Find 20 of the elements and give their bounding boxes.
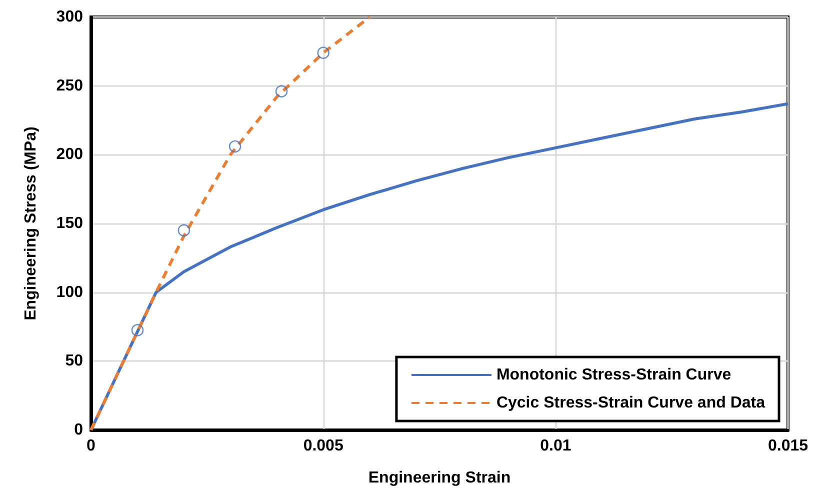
point xyxy=(228,140,242,153)
x-tick-label: 0 xyxy=(86,438,96,454)
point xyxy=(178,224,190,237)
point xyxy=(317,46,330,59)
y-tick-label: 100 xyxy=(56,284,84,301)
y-axis-title: Engineering Stress (MPa) xyxy=(22,126,40,320)
y-tick-label: 0 xyxy=(74,422,84,438)
x-tick-label: 0.005 xyxy=(303,438,344,454)
y-tick-label: 50 xyxy=(65,352,84,370)
y-tick-label: 200 xyxy=(56,146,84,164)
point xyxy=(275,85,288,98)
x-axis-title: Engineering Strain xyxy=(368,470,511,486)
x-tick-label: 0.015 xyxy=(768,438,808,454)
legend-label: Cycic Stress-Strain Curve and Data xyxy=(496,394,766,412)
y-tick-label: 300 xyxy=(56,8,84,26)
point xyxy=(131,324,144,336)
x-tick-label: 0.01 xyxy=(540,438,572,454)
legend-label: Monotonic Stress-Strain Curve xyxy=(496,366,732,384)
y-tick-label: 150 xyxy=(56,215,84,232)
y-tick-label: 250 xyxy=(56,77,84,94)
